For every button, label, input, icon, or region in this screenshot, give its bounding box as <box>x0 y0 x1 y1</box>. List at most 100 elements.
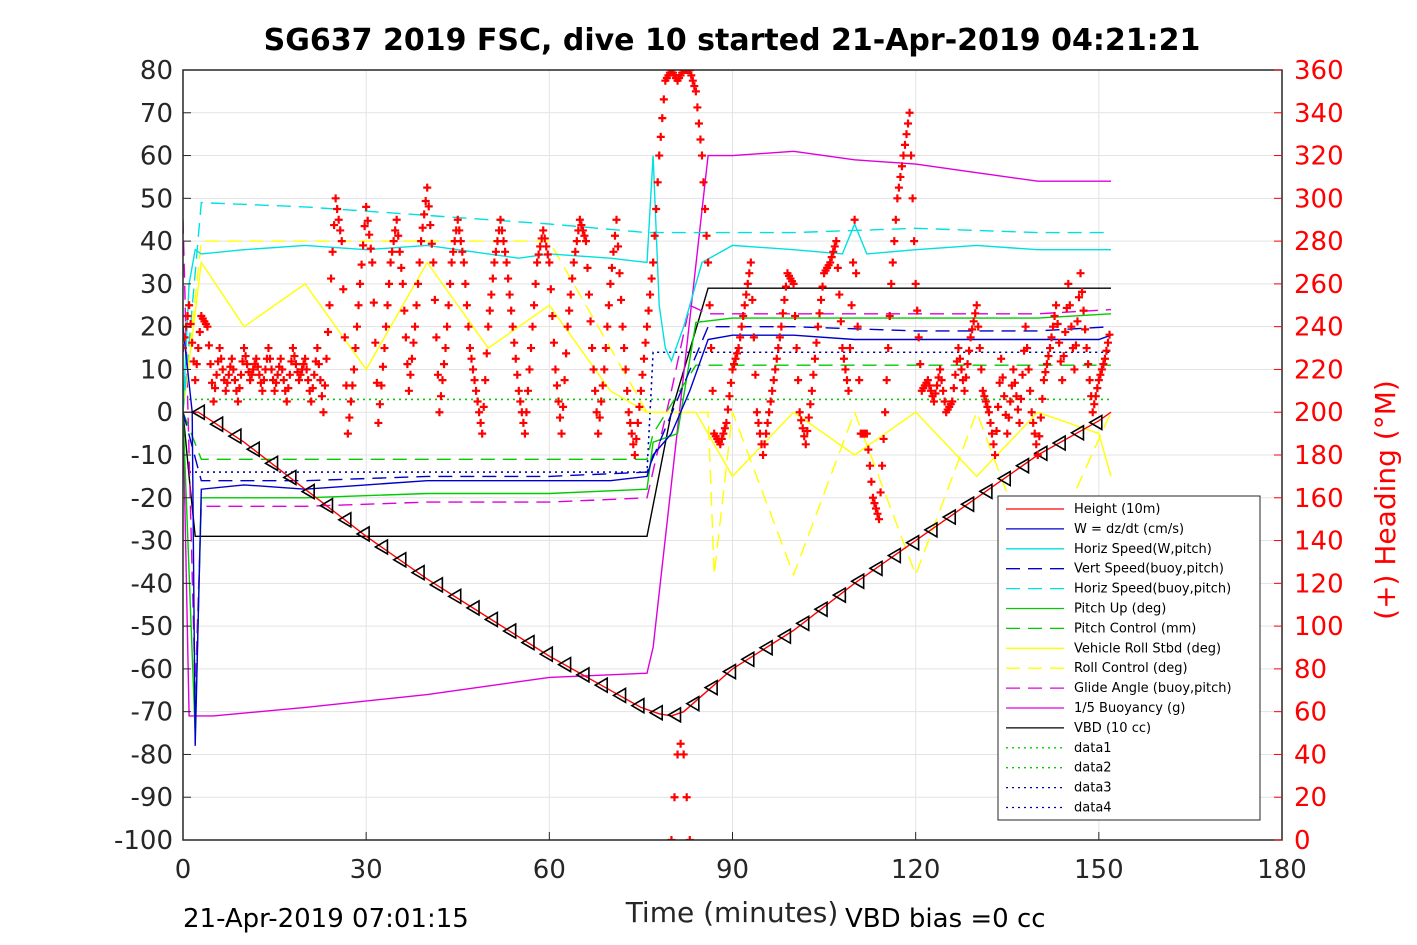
heading-marker <box>705 301 714 310</box>
heading-marker <box>389 237 398 246</box>
heading-marker <box>676 739 685 748</box>
heading-marker <box>751 370 760 379</box>
heading-marker <box>749 333 758 342</box>
heading-marker <box>449 247 458 256</box>
heading-marker <box>975 344 984 353</box>
heading-marker <box>429 258 438 267</box>
height-marker <box>666 706 682 724</box>
heading-marker <box>290 352 299 361</box>
heading-marker <box>989 440 998 449</box>
heading-marker <box>218 365 227 374</box>
height-marker <box>941 508 957 526</box>
heading-marker <box>336 226 345 235</box>
heading-marker <box>1105 330 1114 339</box>
height-marker <box>447 587 462 605</box>
heading-marker <box>557 429 566 438</box>
heading-marker <box>835 290 844 299</box>
heading-marker <box>533 258 542 267</box>
heading-marker <box>569 258 578 267</box>
heading-marker <box>391 226 400 235</box>
heading-marker <box>345 413 354 422</box>
heading-marker <box>702 231 711 240</box>
y-tick-label: 60 <box>140 142 173 172</box>
height-marker <box>1033 444 1048 462</box>
heading-marker <box>644 306 653 315</box>
heading-marker <box>469 365 478 374</box>
heading-marker <box>241 352 250 361</box>
heading-marker <box>659 95 668 104</box>
heading-marker <box>794 376 803 385</box>
heading-marker <box>601 344 610 353</box>
heading-marker <box>531 279 540 288</box>
heading-marker <box>891 215 900 224</box>
heading-marker <box>278 365 287 374</box>
heading-marker <box>1070 365 1079 374</box>
heading-marker <box>351 344 360 353</box>
heading-marker <box>253 362 262 371</box>
heading-marker <box>409 338 418 347</box>
heading-marker <box>545 258 554 267</box>
heading-marker <box>1021 322 1030 331</box>
height-marker <box>410 564 425 582</box>
heading-marker <box>905 108 914 117</box>
heading-marker <box>807 386 816 395</box>
heading-marker <box>839 354 848 363</box>
heading-marker <box>853 322 862 331</box>
heading-marker <box>580 231 589 240</box>
heading-marker <box>513 370 522 379</box>
heading-marker <box>913 306 922 315</box>
y-right-tick-label: 240 <box>1294 313 1344 343</box>
heading-marker <box>818 282 827 291</box>
y-right-tick-label: 320 <box>1294 142 1344 172</box>
heading-marker <box>800 432 809 441</box>
heading-marker <box>595 413 604 422</box>
heading-marker <box>752 408 761 417</box>
heading-marker <box>774 344 783 353</box>
heading-marker <box>313 344 322 353</box>
heading-marker <box>652 205 661 214</box>
heading-marker <box>780 295 789 304</box>
heading-marker <box>519 418 528 427</box>
height-marker <box>978 482 993 500</box>
heading-marker <box>1088 408 1097 417</box>
heading-marker <box>488 274 497 283</box>
y-tick-label: -100 <box>114 826 173 856</box>
heading-marker <box>472 386 481 395</box>
heading-marker <box>792 344 801 353</box>
heading-marker <box>987 429 996 438</box>
heading-marker <box>546 285 555 294</box>
heading-marker <box>1090 400 1099 409</box>
heading-marker <box>614 242 623 251</box>
heading-marker <box>623 386 632 395</box>
heading-marker <box>977 365 986 374</box>
heading-marker <box>334 215 343 224</box>
height-marker <box>740 650 755 668</box>
heading-marker <box>252 354 261 363</box>
heading-marker <box>212 370 221 379</box>
heading-marker <box>1099 360 1108 369</box>
heading-marker <box>572 237 581 246</box>
legend-entry: Vert Speed(buoy,pitch) <box>1074 562 1224 577</box>
heading-marker <box>520 429 529 438</box>
heading-marker <box>766 397 775 406</box>
heading-marker <box>829 247 838 256</box>
y-right-tick-label: 120 <box>1294 569 1344 599</box>
heading-marker <box>635 402 644 411</box>
y-right-tick-label: 40 <box>1294 740 1327 770</box>
heading-marker <box>748 295 757 304</box>
heading-marker <box>734 344 743 353</box>
series-line <box>183 219 1112 691</box>
heading-marker <box>328 247 337 256</box>
heading-marker <box>206 360 215 369</box>
heading-marker <box>739 311 748 320</box>
heading-marker <box>813 322 822 331</box>
heading-marker <box>791 311 800 320</box>
heading-marker <box>1030 429 1039 438</box>
heading-marker <box>847 301 856 310</box>
height-marker <box>373 538 389 556</box>
x-axis: 0 30 60 90 120 150 180 <box>175 832 1307 885</box>
heading-marker <box>1067 322 1076 331</box>
heading-marker <box>1071 341 1080 350</box>
heading-marker <box>349 365 358 374</box>
heading-marker <box>325 301 334 310</box>
